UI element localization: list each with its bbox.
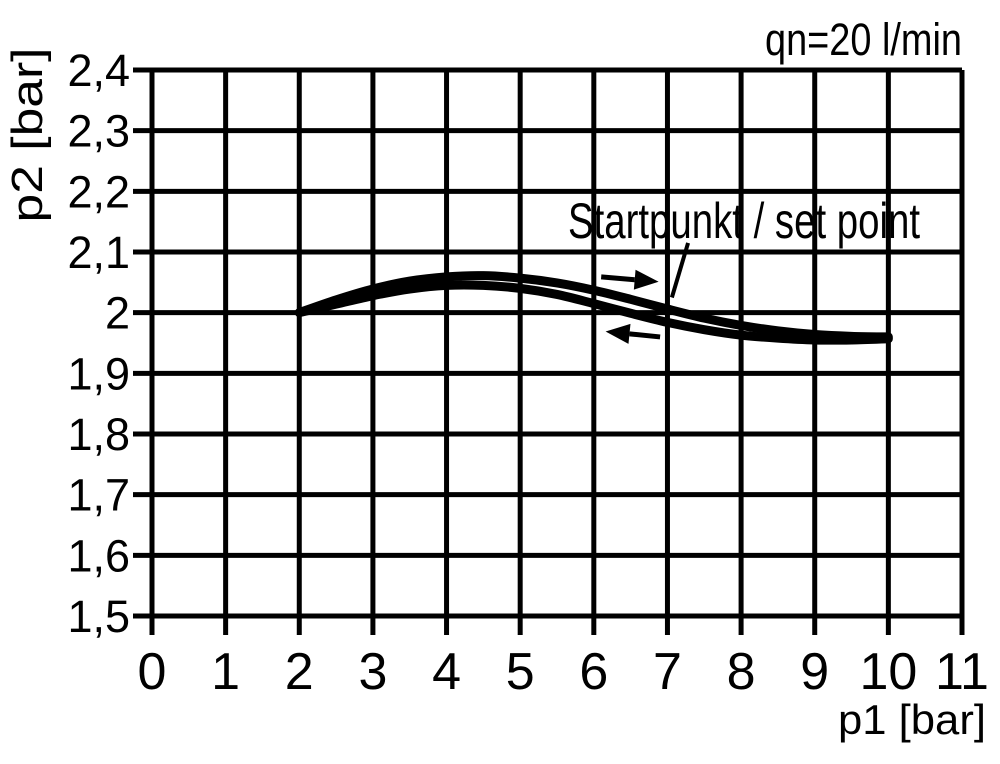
x-tick-label: 4 xyxy=(432,643,461,701)
flow-rate-annotation: qn=20 l/min xyxy=(765,14,962,65)
x-tick-label: 7 xyxy=(653,643,682,701)
y-tick-labels: 2,4 2,3 2,2 2,1 2 1,9 1,8 1,7 1,6 1,5 xyxy=(67,45,130,642)
y-tick-label: 2 xyxy=(105,288,130,339)
set-point-label: Startpunkt / set point xyxy=(568,193,920,249)
y-axis-title: p2 [bar] xyxy=(3,48,52,223)
right-direction-arrow-shaft xyxy=(600,274,635,283)
x-tick-label: 1 xyxy=(211,643,240,701)
x-tick-label: 11 xyxy=(935,643,989,701)
y-tick-label: 1,5 xyxy=(67,591,130,642)
x-tick-label: 8 xyxy=(727,643,756,701)
y-tick-label: 1,8 xyxy=(67,409,130,460)
y-tick-label: 2,4 xyxy=(67,45,130,96)
hysteresis-curve xyxy=(294,280,893,345)
x-tick-label: 10 xyxy=(859,643,917,701)
x-tick-label: 9 xyxy=(800,643,829,701)
grid xyxy=(133,67,965,635)
x-tick-labels: 0 1 2 3 4 5 6 7 8 9 10 11 xyxy=(138,643,989,701)
y-tick-label: 1,6 xyxy=(67,530,130,581)
left-direction-arrow-shaft xyxy=(629,331,661,340)
y-tick-label: 1,9 xyxy=(67,348,130,399)
hysteresis-curve xyxy=(294,271,893,342)
y-tick-label: 2,3 xyxy=(67,106,130,157)
y-tick-label: 1,7 xyxy=(67,470,130,521)
left-direction-arrowhead xyxy=(605,323,631,344)
x-tick-label: 3 xyxy=(358,643,387,701)
x-tick-label: 0 xyxy=(138,643,167,701)
x-tick-label: 5 xyxy=(506,643,535,701)
y-tick-label: 2,1 xyxy=(67,227,130,278)
x-axis-title: p1 [bar] xyxy=(838,696,986,743)
set-point-leader-line xyxy=(669,242,690,299)
right-direction-arrowhead xyxy=(633,269,659,290)
x-tick-label: 6 xyxy=(579,643,608,701)
direction-arrows xyxy=(600,269,661,344)
set-point-leader xyxy=(669,242,690,299)
x-tick-label: 2 xyxy=(285,643,314,701)
y-tick-label: 2,2 xyxy=(67,166,130,217)
hysteresis-curves xyxy=(294,271,893,345)
